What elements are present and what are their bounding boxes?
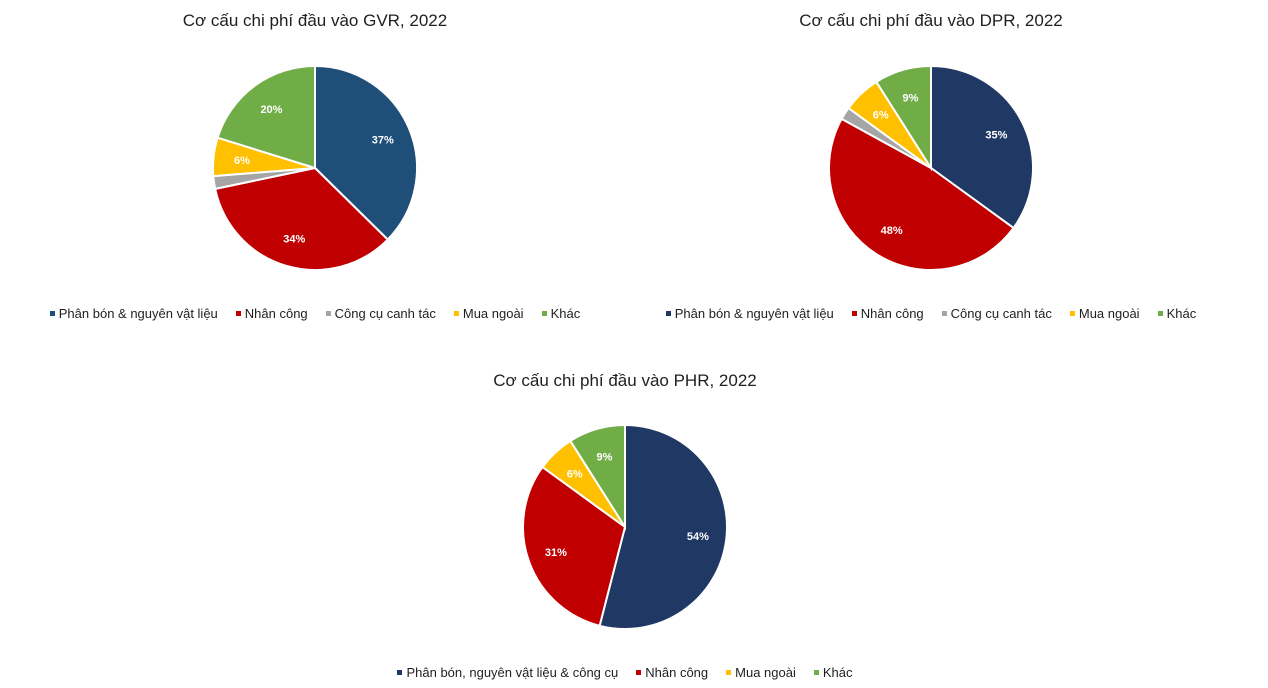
slice-data-label: 34% — [283, 233, 305, 245]
legend-label: Nhân công — [244, 306, 308, 321]
pie-slice-nhan-cong — [522, 465, 627, 628]
slice-data-label: 54% — [687, 531, 709, 543]
slice-data-label: 20% — [260, 104, 282, 116]
slice-data-label: 6% — [234, 155, 250, 167]
legend-swatch — [636, 670, 642, 675]
legend-item-khac: Khác — [813, 665, 853, 680]
pie-chart-gvr: 37% 34% 6% 20% — [212, 64, 418, 271]
legend-item-phan-bon-nguyen-vat-lieu: Phân bón & nguyên vật liệu — [665, 306, 834, 321]
legend-swatch — [941, 311, 947, 316]
legend-swatch — [235, 311, 241, 316]
chart-title: Cơ cấu chi phí đầu vào GVR, 2022 — [182, 11, 448, 30]
legend-item-phan-bon-nguyen-vat-lieu: Phân bón & nguyên vật liệu — [49, 306, 218, 321]
slice-data-label: 9% — [597, 451, 613, 463]
chart-panel-dpr: Cơ cấu chi phí đầu vào DPR, 2022 35% 48% 6… — [616, 0, 1246, 340]
legend-swatch — [397, 670, 403, 675]
pie-slice-phan-bon-nguyen-vat-lieu-cong-cu — [598, 423, 728, 630]
legend-label: Mua ngoài — [1078, 306, 1140, 321]
legend-item-nhan-cong: Nhân công — [851, 306, 924, 321]
legend-item-mua-ngoai: Mua ngoài — [453, 306, 524, 321]
legend-label: Khác — [1166, 306, 1197, 321]
chart-legend: Phân bón, nguyên vật liệu & công cụ Nhân … — [310, 665, 940, 680]
legend-item-mua-ngoai: Mua ngoài — [1069, 306, 1140, 321]
legend-swatch — [665, 311, 671, 316]
legend-item-phan-bon-nguyen-vat-lieu-cong-cu: Phân bón, nguyên vật liệu & công cụ — [397, 665, 618, 680]
legend-label: Nhân công — [860, 306, 924, 321]
legend-label: Phân bón & nguyên vật liệu — [674, 306, 834, 321]
legend-swatch — [453, 311, 459, 316]
chart-panel-gvr: Cơ cấu chi phí đầu vào GVR, 2022 37% 34% 6… — [0, 0, 630, 340]
legend-swatch — [851, 311, 857, 316]
pie-slice-phan-bon-nguyen-vat-lieu — [930, 64, 1034, 230]
slice-data-label: 35% — [985, 130, 1007, 142]
pie-chart-dpr: 35% 48% 6% 9% — [828, 64, 1034, 271]
legend-item-nhan-cong: Nhân công — [235, 306, 308, 321]
pie-chart-phr: 54% 31% 6% 9% — [522, 423, 728, 630]
slice-data-label: 6% — [567, 468, 583, 480]
slice-data-label: 31% — [545, 547, 567, 559]
legend-swatch — [726, 670, 732, 675]
legend-label: Nhân công — [645, 665, 709, 680]
slice-data-label: 48% — [881, 225, 903, 237]
chart-panel-phr: Cơ cấu chi phí đầu vào PHR, 2022 54% 31% 6… — [310, 360, 940, 688]
pie-slice-nhan-cong — [828, 117, 1015, 271]
pie-slice-khac — [874, 64, 932, 172]
legend-swatch — [1157, 311, 1163, 316]
legend-item-khac: Khác — [1157, 306, 1197, 321]
legend-label: Khác — [822, 665, 853, 680]
slice-data-label: 37% — [372, 135, 394, 147]
legend-swatch — [325, 311, 331, 316]
legend-label: Mua ngoài — [735, 665, 796, 680]
pie-slice-nhan-cong — [213, 166, 390, 271]
legend-label: Phân bón, nguyên vật liệu & công cụ — [406, 665, 619, 680]
pie-slice-khac — [216, 64, 316, 170]
legend-label: Khác — [550, 306, 581, 321]
pie-slice-khac — [568, 423, 626, 531]
legend-label: Công cụ canh tác — [950, 306, 1052, 321]
legend-swatch — [813, 670, 819, 675]
legend-item-cong-cu-canh-tac: Công cụ canh tác — [325, 306, 436, 321]
legend-label: Mua ngoài — [462, 306, 524, 321]
legend-item-mua-ngoai: Mua ngoài — [726, 665, 796, 680]
legend-item-cong-cu-canh-tac: Công cụ canh tác — [941, 306, 1052, 321]
legend-label: Công cụ canh tác — [334, 306, 436, 321]
chart-legend: Phân bón & nguyên vật liệu Nhân công Công … — [0, 306, 630, 321]
legend-swatch — [49, 311, 55, 316]
pie-slice-phan-bon-nguyen-vat-lieu — [314, 64, 418, 241]
slice-data-label: 9% — [903, 92, 919, 104]
chart-legend: Phân bón & nguyên vật liệu Nhân công Công … — [616, 306, 1246, 321]
legend-item-nhan-cong: Nhân công — [636, 665, 708, 680]
legend-swatch — [541, 311, 547, 316]
legend-swatch — [1069, 311, 1075, 316]
slice-data-label: 6% — [873, 109, 889, 121]
chart-title: Cơ cấu chi phí đầu vào PHR, 2022 — [493, 371, 757, 390]
legend-label: Phân bón & nguyên vật liệu — [58, 306, 218, 321]
legend-item-khac: Khác — [541, 306, 581, 321]
chart-title: Cơ cấu chi phí đầu vào DPR, 2022 — [799, 11, 1063, 30]
